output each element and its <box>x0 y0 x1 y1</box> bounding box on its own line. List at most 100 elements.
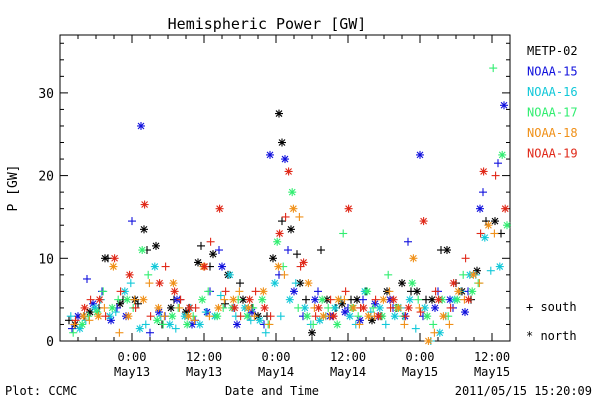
point-noaa-16-south <box>66 312 75 321</box>
point-noaa-18-north <box>349 303 358 312</box>
point-noaa-18-north <box>304 279 313 288</box>
point-noaa-18-south <box>355 320 364 329</box>
point-metp-02-south <box>236 279 244 288</box>
point-noaa-19-south <box>266 312 275 321</box>
point-noaa-18-north <box>94 312 103 321</box>
point-metp-02-north <box>353 295 361 304</box>
point-noaa-19-north <box>329 312 338 321</box>
point-noaa-17-south <box>459 270 468 279</box>
point-noaa-17-south <box>144 270 153 279</box>
point-noaa-19-north <box>359 303 368 312</box>
point-noaa-18-north <box>469 270 478 279</box>
point-noaa-15-north <box>281 155 289 164</box>
point-metp-02-north <box>287 225 295 234</box>
point-noaa-19-north <box>501 204 510 213</box>
point-noaa-18-north <box>79 312 88 321</box>
x-axis-label: Date and Time <box>225 384 319 398</box>
point-noaa-15-north <box>311 295 319 304</box>
point-noaa-18-south <box>385 287 394 296</box>
point-noaa-19-south <box>476 229 485 238</box>
point-noaa-19-south <box>416 308 425 317</box>
point-noaa-19-south <box>221 287 230 296</box>
point-noaa-19-south <box>296 262 305 271</box>
point-metp-02-north <box>140 225 148 234</box>
point-noaa-16-south <box>261 328 270 337</box>
point-noaa-16-north <box>405 295 414 304</box>
point-noaa-19-south <box>251 287 260 296</box>
point-noaa-19-north <box>419 217 428 226</box>
point-noaa-19-north <box>434 295 443 304</box>
point-noaa-16-south <box>366 308 375 317</box>
point-noaa-19-north <box>125 270 134 279</box>
point-metp-02-north <box>116 299 124 308</box>
point-noaa-19-north <box>449 279 458 288</box>
point-noaa-17-north <box>303 312 312 321</box>
point-noaa-18-south <box>280 270 289 279</box>
y-tick-label: 10 <box>38 252 54 267</box>
point-noaa-16-north <box>345 312 354 321</box>
point-noaa-17-south <box>339 229 348 238</box>
point-noaa-16-south <box>141 320 150 329</box>
point-noaa-19-south <box>146 312 155 321</box>
point-noaa-19-north <box>260 303 269 312</box>
x-tick-label-date: May14 <box>258 365 294 379</box>
point-noaa-18-south <box>475 279 484 288</box>
point-noaa-18-south <box>250 312 259 321</box>
legend-item-metp-02: METP-02 <box>527 44 578 58</box>
point-noaa-19-north <box>299 258 308 267</box>
x-tick-label-date: May14 <box>330 365 366 379</box>
x-tick-label-time: 12:00 <box>330 350 366 364</box>
point-noaa-16-south <box>291 279 300 288</box>
point-noaa-16-south <box>216 291 225 300</box>
legend-item-noaa-15: NOAA-15 <box>527 65 578 79</box>
point-noaa-19-south <box>461 254 470 263</box>
point-noaa-19-north <box>80 303 89 312</box>
point-noaa-17-north <box>138 246 147 255</box>
point-noaa-19-south <box>116 287 125 296</box>
point-noaa-19-south <box>326 295 335 304</box>
point-noaa-15-south <box>404 237 412 246</box>
point-noaa-19-south <box>131 303 140 312</box>
point-noaa-16-north <box>375 303 384 312</box>
point-noaa-17-north <box>78 320 87 329</box>
point-noaa-19-north <box>245 295 254 304</box>
point-noaa-18-south <box>430 328 439 337</box>
point-noaa-19-north <box>404 303 413 312</box>
point-noaa-19-south <box>71 316 80 325</box>
point-metp-02-north <box>278 138 286 147</box>
point-noaa-17-north <box>363 287 372 296</box>
point-noaa-16-south <box>171 324 180 333</box>
point-noaa-17-north <box>258 295 267 304</box>
point-noaa-17-south <box>414 295 423 304</box>
legend-item-noaa-16: NOAA-16 <box>527 85 578 99</box>
point-noaa-19-south <box>206 237 215 246</box>
point-noaa-16-north <box>225 270 234 279</box>
point-noaa-18-north <box>244 303 253 312</box>
point-noaa-16-south <box>486 266 495 275</box>
point-noaa-19-south <box>431 287 440 296</box>
plot-frame <box>59 34 511 342</box>
point-noaa-15-south <box>359 295 367 304</box>
point-metp-02-north <box>491 217 499 226</box>
point-noaa-19-north <box>275 229 284 238</box>
point-noaa-16-north <box>255 316 264 325</box>
point-noaa-15-north <box>500 101 508 110</box>
point-noaa-17-south <box>324 303 333 312</box>
point-noaa-17-north <box>168 312 177 321</box>
point-noaa-17-north <box>123 295 132 304</box>
x-tick-label-time: 0:00 <box>118 350 147 364</box>
point-noaa-17-north <box>183 320 192 329</box>
point-noaa-17-south <box>99 287 108 296</box>
point-noaa-15-north <box>431 303 439 312</box>
x-tick-label-date: May15 <box>402 365 438 379</box>
point-noaa-19-north <box>95 295 104 304</box>
point-noaa-19-south <box>401 312 410 321</box>
point-noaa-16-south <box>201 308 210 317</box>
point-metp-02-north <box>101 254 109 263</box>
point-noaa-18-north <box>124 312 133 321</box>
point-metp-02-south <box>197 241 205 250</box>
legend-item-noaa-19: NOAA-19 <box>527 147 578 161</box>
plot-timestamp: 2011/05/15 15:20:09 <box>455 384 592 398</box>
point-noaa-15-south <box>68 324 76 333</box>
